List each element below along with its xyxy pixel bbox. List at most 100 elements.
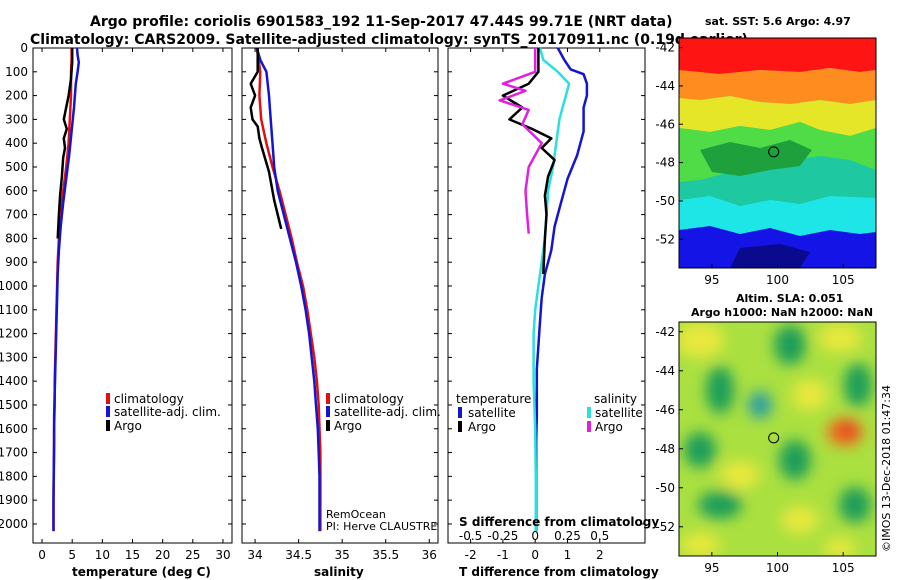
map-x-tick-label: 95: [704, 561, 719, 575]
sla-map-subtitle: Argo h1000: NaN h2000: NaN: [691, 306, 873, 319]
x-tick-label: 35: [335, 548, 350, 562]
depth-axis: 0 100 200 300 400 500 600 700 800 900 1000 1100 1200…: [0, 41, 645, 531]
legend-swatch-satellite: [106, 406, 110, 417]
s-difference-tick-label: 0: [531, 529, 539, 543]
series-line-argo: [56, 48, 74, 239]
sla-argo-position-marker: [768, 432, 780, 444]
pi-label: PI: Herve CLAUSTRE: [326, 520, 437, 533]
x-tick-label: 34: [247, 548, 262, 562]
sla-map-title: Altim. SLA: 0.051: [736, 292, 843, 305]
depth-tick-label: 1600: [0, 422, 28, 436]
sst-region-deepblue: [730, 244, 810, 268]
sst-region-yellow: [679, 96, 876, 136]
s-difference-ticks: -0.5 -0.25 0 0.25 0.5: [459, 529, 609, 543]
series-line-satellite-adj-clim-: [52, 47, 81, 532]
sst-region-darkgreen: [700, 140, 812, 176]
depth-tick-label: 1100: [0, 303, 28, 317]
sla-blob: [779, 440, 811, 480]
depth-tick-label: 600: [5, 184, 28, 198]
sla-blob: [698, 491, 742, 519]
depth-tick-label: 1400: [0, 374, 28, 388]
x-tick-label: 0: [531, 548, 539, 562]
remocean-label: RemOcean: [326, 508, 386, 521]
depth-tick-label: 700: [5, 208, 28, 222]
sla-blob: [782, 506, 818, 534]
legend-label-satellite: satellite-adj. clim.: [114, 405, 221, 419]
sla-blob: [748, 391, 772, 419]
depth-tick-label: 900: [5, 255, 28, 269]
x-tick-label: 10: [95, 548, 110, 562]
x-tick-label: 20: [155, 548, 170, 562]
sst-map-ticks: 95 100 105 -42 -44 -46 -48 -50 -52: [655, 41, 854, 287]
legend-label-argo: Argo: [114, 419, 142, 433]
depth-tick-label: 1700: [0, 446, 28, 460]
legend-swatch-temp-satellite: [458, 407, 462, 418]
map-y-tick-label: -50: [655, 481, 675, 495]
sla-blob: [839, 487, 871, 523]
x-tick-label: 34.5: [285, 548, 312, 562]
difference-panel-frame: [447, 47, 646, 544]
series-line-salinity-argo: [498, 48, 543, 234]
map-y-tick-label: -46: [655, 117, 675, 131]
legend-swatch-argo: [106, 420, 110, 431]
legend-swatch-temp-argo: [458, 421, 462, 432]
sst-region-orange: [679, 68, 876, 104]
sla-blob: [774, 325, 806, 365]
x-tick-label: -2: [465, 548, 477, 562]
map-y-tick-label: -52: [655, 520, 675, 534]
legend-label-sal-argo: Argo: [595, 420, 623, 434]
x-tick-label: 30: [215, 548, 230, 562]
depth-tick-label: 1000: [0, 279, 28, 293]
legend-swatch-satellite: [326, 406, 330, 417]
temperature-legend: climatology satellite-adj. clim. Argo: [106, 392, 221, 433]
sst-map: [679, 38, 876, 268]
depth-tick-label: 1800: [0, 469, 28, 483]
legend-swatch-climatology: [326, 393, 330, 404]
map-y-tick-label: -44: [655, 364, 675, 378]
legend-swatch-sal-satellite: [587, 407, 591, 418]
sla-field: [679, 322, 872, 556]
map-x-tick-label: 100: [766, 273, 789, 287]
legend-title-salinity: salinity: [594, 392, 637, 406]
x-tick-label: 5: [68, 548, 76, 562]
map-y-tick-label: -46: [655, 403, 675, 417]
series-line-salinity-satellite: [532, 47, 571, 532]
map-y-tick-label: -42: [655, 41, 675, 55]
legend-label-argo: Argo: [334, 419, 362, 433]
depth-tick-label: 1300: [0, 350, 28, 364]
title-line-1: Argo profile: coriolis 6901583_192 11-Se…: [90, 14, 672, 30]
sla-blob: [706, 366, 734, 414]
sla-blob: [720, 461, 760, 489]
x-tick-label: -1: [497, 548, 509, 562]
salinity-axis-label: salinity: [314, 565, 364, 579]
temperature-axis-label: temperature (deg C): [72, 565, 211, 579]
depth-tick-label: 200: [5, 89, 28, 103]
sla-blob: [680, 533, 720, 556]
x-tick-label: 2: [596, 548, 604, 562]
legend-swatch-argo: [326, 420, 330, 431]
sst-region-warm: [679, 38, 876, 74]
map-y-tick-label: -48: [655, 442, 675, 456]
s-difference-tick-label: 0.5: [590, 529, 609, 543]
map-x-tick-label: 105: [832, 273, 855, 287]
depth-tick-label: 100: [5, 65, 28, 79]
sla-blob: [824, 538, 856, 556]
map-x-tick-label: 95: [704, 273, 719, 287]
map-y-tick-label: -48: [655, 156, 675, 170]
depth-tick-label: 500: [5, 160, 28, 174]
legend-swatch-climatology: [106, 393, 110, 404]
timestamp-label: ©IMOS 13-Dec-2018 01:47:34: [880, 385, 893, 552]
sst-argo-position-marker: [768, 146, 780, 158]
series-line-temperature-satellite: [534, 47, 589, 532]
series-line-climatology: [255, 47, 322, 532]
difference-axis-label: T difference from climatology: [459, 565, 659, 579]
legend-label-sal-satellite: satellite: [595, 406, 643, 420]
x-tick-label: 25: [185, 548, 200, 562]
sla-blob: [818, 324, 862, 352]
title-line-2: Climatology: CARS2009. Satellite-adjuste…: [30, 32, 748, 48]
depth-tick-label: 0: [20, 41, 28, 55]
x-tick-label: 1: [564, 548, 572, 562]
s-difference-tick-label: -0.25: [487, 529, 518, 543]
series-line-argo: [249, 48, 283, 230]
